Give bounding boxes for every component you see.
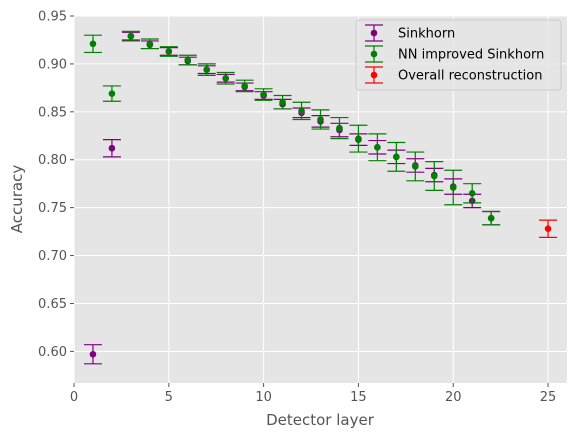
legend-label: NN improved Sinkhorn <box>398 48 544 63</box>
y-axis-label: Accuracy <box>8 165 26 234</box>
series-layer <box>83 30 558 365</box>
data-point <box>449 184 457 191</box>
y-axis: 0.60 0.65 0.70 0.75 0.80 0.85 0.90 0.95 <box>38 10 74 360</box>
data-point <box>468 189 476 197</box>
data-point <box>393 153 400 161</box>
data-point <box>355 135 362 142</box>
data-point <box>260 91 267 98</box>
data-point <box>279 98 286 106</box>
data-point <box>374 143 381 151</box>
x-tick-label: 0 <box>70 390 78 405</box>
data-point <box>165 48 173 55</box>
data-point <box>317 116 324 123</box>
y-tick-label: 0.95 <box>38 10 67 25</box>
legend-marker <box>365 45 383 63</box>
legend-item-1: NN improved Sinkhorn <box>365 45 544 63</box>
y-tick-label: 0.85 <box>38 105 67 120</box>
data-point <box>544 225 552 233</box>
data-point <box>430 172 438 180</box>
legend-marker <box>365 24 383 42</box>
series-1 <box>83 30 501 226</box>
data-point <box>146 40 154 48</box>
data-point <box>108 90 116 97</box>
data-point <box>184 56 192 64</box>
legend-item-2: Overall reconstruction <box>365 66 543 84</box>
data-point <box>298 107 305 115</box>
y-tick-label: 0.65 <box>38 297 67 312</box>
data-point <box>89 40 97 48</box>
x-tick-label: 20 <box>445 390 462 405</box>
data-point <box>127 32 135 40</box>
legend-label: Overall reconstruction <box>398 69 543 84</box>
data-point <box>412 163 419 170</box>
x-tick-label: 5 <box>165 390 173 405</box>
data-point <box>487 214 495 222</box>
y-tick-label: 0.75 <box>38 201 67 216</box>
series-2 <box>539 219 558 238</box>
data-point <box>108 144 116 152</box>
x-tick-label: 15 <box>350 390 367 405</box>
legend-marker <box>365 66 383 84</box>
y-tick-label: 0.90 <box>38 57 67 72</box>
data-point <box>336 124 343 132</box>
legend: Sinkhorn NN improved Sinkhorn Overall reco… <box>355 19 562 91</box>
legend-box <box>355 19 562 91</box>
data-point <box>222 74 229 82</box>
x-tick-label: 10 <box>255 390 272 405</box>
grid <box>73 15 567 383</box>
y-tick-label: 0.80 <box>38 153 67 168</box>
data-point <box>89 350 97 358</box>
x-axis: 0 5 10 15 20 25 <box>70 383 556 405</box>
y-tick-label: 0.70 <box>38 249 67 264</box>
data-point <box>241 82 248 90</box>
x-axis-label: Detector layer <box>266 411 375 429</box>
data-point <box>203 66 211 73</box>
legend-item-0: Sinkhorn <box>365 24 455 42</box>
y-tick-label: 0.60 <box>38 345 67 360</box>
x-tick-label: 25 <box>540 390 557 405</box>
legend-label: Sinkhorn <box>398 27 455 42</box>
